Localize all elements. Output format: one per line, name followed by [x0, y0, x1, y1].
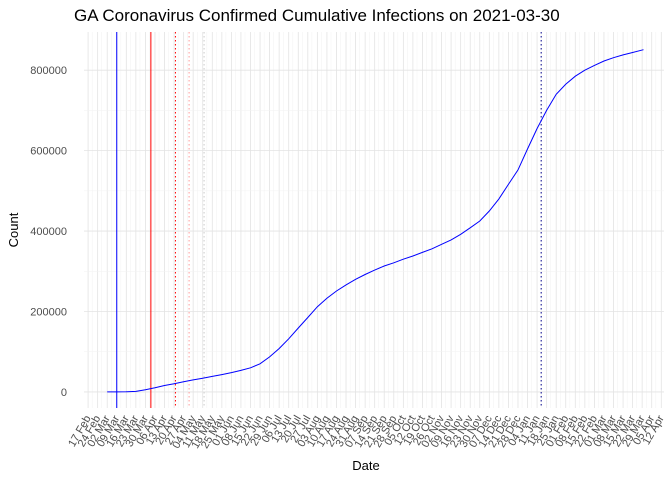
y-tick-label: 0 — [61, 387, 67, 399]
y-axis-title: Count — [6, 212, 21, 247]
chart-title: GA Coronavirus Confirmed Cumulative Infe… — [74, 6, 560, 25]
y-tick-label: 400000 — [30, 226, 67, 238]
grid-layer — [84, 32, 664, 408]
x-axis-title: Date — [352, 458, 379, 473]
y-axis-ticks: 0 200000 400000 600000 800000 — [30, 65, 67, 399]
y-tick-label: 600000 — [30, 146, 67, 158]
y-tick-label: 800000 — [30, 65, 67, 77]
y-tick-label: 200000 — [30, 306, 67, 318]
series-layer — [107, 49, 644, 393]
reference-lines — [116, 32, 542, 408]
series-line — [107, 49, 644, 393]
